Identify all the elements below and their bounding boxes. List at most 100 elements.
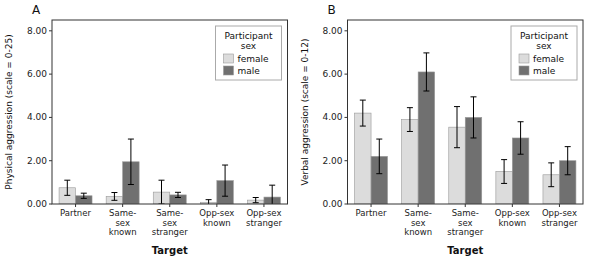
x-tick <box>418 204 419 207</box>
error-cap <box>407 131 413 132</box>
error-bar <box>565 147 571 175</box>
x-tick <box>169 204 170 207</box>
text-line: stranger <box>246 218 282 228</box>
panel: 0.002.004.006.008.00PartnerSame-sexknown… <box>300 3 584 256</box>
error-stem <box>409 108 410 132</box>
error-cap <box>253 202 259 203</box>
legend-swatch <box>519 66 529 75</box>
text-line: stranger <box>152 227 188 237</box>
legend-swatch <box>224 66 234 75</box>
x-tick-label: Opp-sexstranger <box>246 208 282 228</box>
error-stem <box>67 180 68 195</box>
error-cap <box>470 137 476 138</box>
bar <box>418 72 434 204</box>
error-stem <box>473 97 474 138</box>
text-line: stranger <box>541 218 577 228</box>
y-tick-label: 2.00 <box>322 156 342 166</box>
y-tick <box>49 74 52 75</box>
error-cap <box>454 106 460 107</box>
error-cap <box>222 196 228 197</box>
error-stem <box>520 122 521 154</box>
error-cap <box>470 96 476 97</box>
y-tick-label: 6.00 <box>27 69 47 79</box>
text-line: stranger <box>447 227 483 237</box>
text-line: sex <box>458 218 473 228</box>
text-line: known <box>109 227 137 237</box>
panel-title: A <box>32 3 41 17</box>
error-cap <box>64 195 70 196</box>
bar <box>402 120 418 204</box>
error-cap <box>253 197 259 198</box>
error-stem <box>362 100 363 126</box>
x-tick <box>75 204 76 207</box>
error-stem <box>272 185 273 204</box>
error-bar <box>111 193 117 201</box>
error-cap <box>501 183 507 184</box>
legend: Participantsexfemalemale <box>216 26 282 80</box>
text-line: Same- <box>156 208 183 218</box>
y-tick <box>345 74 348 75</box>
error-stem <box>457 107 458 148</box>
y-tick <box>49 160 52 161</box>
error-stem <box>177 192 178 197</box>
error-cap <box>376 173 382 174</box>
background <box>0 0 591 258</box>
text-line: sex <box>411 218 426 228</box>
y-tick-label: 4.00 <box>322 112 342 122</box>
text-line: Partner <box>60 208 91 218</box>
legend-label: female <box>238 54 269 64</box>
y-tick <box>345 160 348 161</box>
legend-label: female <box>533 54 564 64</box>
error-bar <box>175 192 181 197</box>
x-tick-label: Same-sexstranger <box>152 208 188 237</box>
text-line: Same- <box>452 208 479 218</box>
error-stem <box>255 198 256 203</box>
x-tick-label: Opp-sexknown <box>199 208 234 228</box>
y-tick-label: 8.00 <box>27 26 47 36</box>
text-line: Opp-sex <box>246 208 281 218</box>
error-cap <box>501 159 507 160</box>
error-cap <box>222 165 228 166</box>
text-line: Opp-sex <box>542 208 577 218</box>
y-tick-label: 0.00 <box>322 199 342 209</box>
y-tick <box>345 204 348 205</box>
text-line: sex <box>536 41 552 51</box>
y-tick-label: 0.00 <box>27 199 47 209</box>
legend-swatch <box>224 54 234 63</box>
error-cap <box>565 146 571 147</box>
y-tick-label: 4.00 <box>27 112 47 122</box>
text-line: known <box>498 218 526 228</box>
error-cap <box>423 52 429 53</box>
error-cap <box>175 192 181 193</box>
y-axis-label: Verbal aggression (scale = 0-12) <box>300 38 310 185</box>
x-tick <box>216 204 217 207</box>
x-tick-label: Same-sexknown <box>109 208 137 237</box>
legend-box <box>511 26 577 80</box>
error-cap <box>548 186 554 187</box>
error-stem <box>208 200 209 204</box>
error-cap <box>454 147 460 148</box>
text-line: Opp-sex <box>199 208 234 218</box>
text-line: sex <box>115 218 130 228</box>
error-cap <box>360 100 366 101</box>
error-cap <box>111 192 117 193</box>
x-tick-label: Same-sexknown <box>404 208 432 237</box>
panel: 0.00 2.00 4.00 6.00 8.00 Partner Same-sexknown… <box>4 3 288 256</box>
y-tick-label: 6.00 <box>322 69 342 79</box>
error-cap <box>81 193 87 194</box>
error-bar <box>269 185 275 204</box>
legend-box <box>216 26 282 80</box>
x-tick <box>559 204 560 207</box>
y-tick-label: 2.00 <box>27 156 47 166</box>
error-cap <box>111 200 117 201</box>
error-bar <box>64 180 70 195</box>
error-bar <box>548 163 554 187</box>
error-cap <box>423 91 429 92</box>
y-tick <box>49 30 52 31</box>
error-cap <box>128 139 134 140</box>
error-cap <box>128 184 134 185</box>
y-tick <box>345 30 348 31</box>
error-stem <box>83 193 84 198</box>
error-bar <box>518 122 524 154</box>
x-tick <box>122 204 123 207</box>
